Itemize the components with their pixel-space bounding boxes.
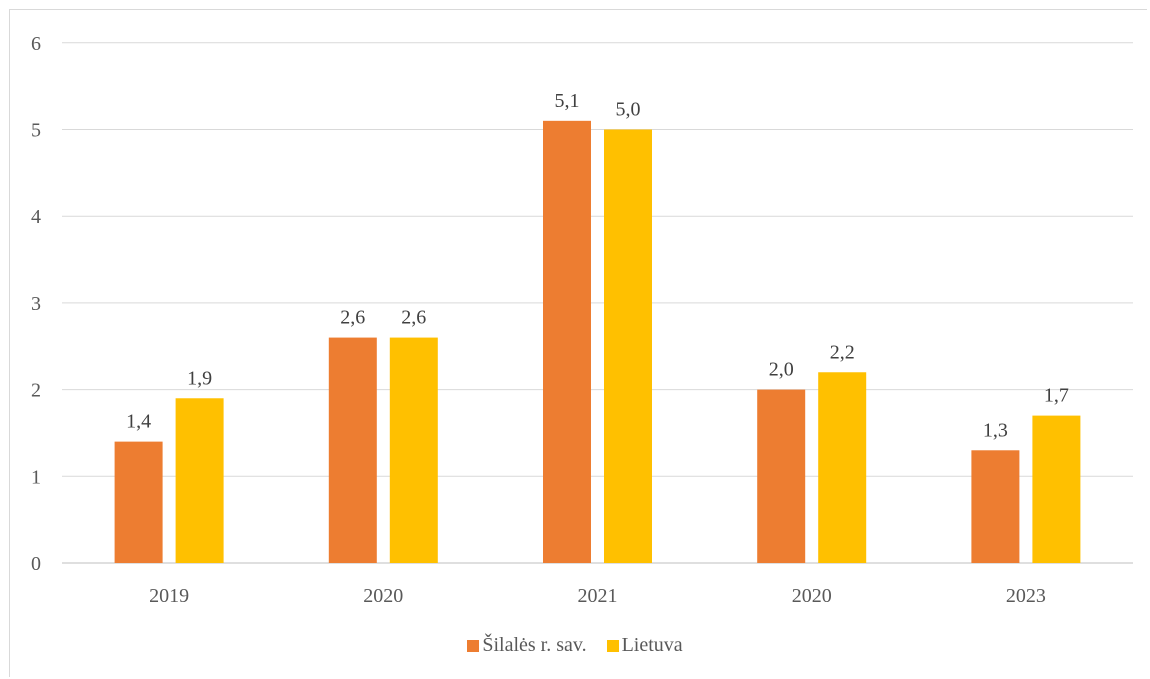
data-label: 2,0 bbox=[769, 359, 794, 381]
y-tick-label: 2 bbox=[31, 380, 41, 402]
bar-lietuva bbox=[1032, 415, 1081, 563]
x-tick-label: 2020 bbox=[363, 585, 403, 607]
bar-lietuva bbox=[389, 337, 438, 563]
bar-lietuva bbox=[175, 398, 224, 563]
legend: Šilalės r. sav. Lietuva bbox=[0, 634, 1150, 657]
x-tick-label: 2021 bbox=[578, 585, 618, 607]
bar-silales bbox=[757, 389, 806, 563]
data-label: 5,0 bbox=[616, 99, 641, 121]
y-tick-label: 3 bbox=[31, 293, 41, 315]
data-label: 2,6 bbox=[340, 307, 365, 329]
legend-label-silales: Šilalės r. sav. bbox=[482, 634, 587, 656]
data-label: 1,3 bbox=[983, 419, 1008, 441]
bar-lietuva bbox=[604, 129, 652, 563]
bar-silales bbox=[114, 441, 163, 563]
data-label: 1,9 bbox=[187, 367, 212, 389]
bar-silales bbox=[328, 337, 377, 563]
legend-label-lietuva: Lietuva bbox=[621, 634, 683, 656]
x-tick-label: 2019 bbox=[149, 585, 189, 607]
data-label: 5,1 bbox=[555, 90, 580, 112]
data-label: 2,2 bbox=[830, 341, 855, 363]
chart-frame bbox=[9, 9, 1147, 677]
data-label: 1,4 bbox=[126, 411, 151, 433]
legend-swatch-silales bbox=[467, 639, 480, 652]
data-label: 1,7 bbox=[1044, 385, 1069, 407]
bar-chart: 0 1 2 3 4 5 6 2019 1,4 1,9 2020 2,6 2,6 2021 5,1 5,0 202… bbox=[31, 33, 1133, 607]
data-label: 2,6 bbox=[401, 307, 426, 329]
x-tick-label: 2020 bbox=[792, 585, 832, 607]
y-tick-label: 5 bbox=[31, 120, 41, 142]
y-tick-label: 6 bbox=[31, 33, 41, 55]
y-tick-label: 4 bbox=[31, 206, 41, 228]
bar-silales bbox=[971, 450, 1020, 563]
bar-lietuva bbox=[818, 372, 867, 563]
bar-silales bbox=[543, 120, 591, 563]
x-tick-label: 2023 bbox=[1006, 585, 1046, 607]
legend-item-silales: Šilalės r. sav. bbox=[467, 634, 587, 657]
y-tick-label: 1 bbox=[31, 466, 41, 488]
y-tick-label: 0 bbox=[31, 553, 41, 575]
legend-item-lietuva: Lietuva bbox=[606, 634, 683, 657]
legend-swatch-lietuva bbox=[606, 639, 619, 652]
